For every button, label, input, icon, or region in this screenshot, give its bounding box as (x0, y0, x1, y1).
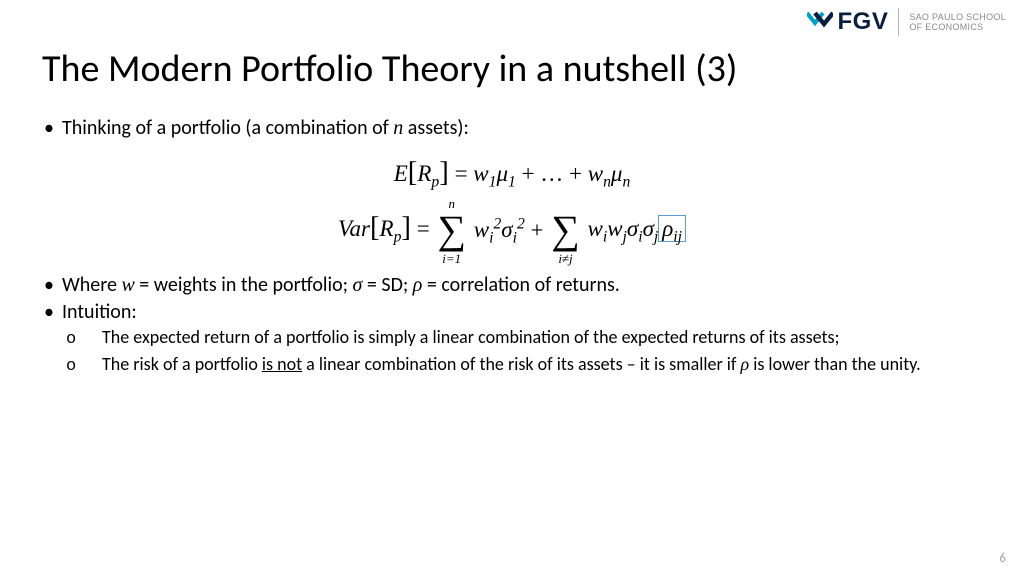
page-number: 6 (999, 551, 1006, 566)
bullet-1: Thinking of a portfolio (a combination o… (42, 116, 982, 141)
summation-2: ∑ i≠j (551, 210, 580, 251)
school-line-1: SAO PAULO SCHOOL (909, 12, 1006, 22)
bullet-3: Intuition: The expected return of a port… (42, 300, 982, 376)
school-name: SAO PAULO SCHOOL OF ECONOMICS (909, 12, 1006, 33)
bullet-2: Where w = weights in the portfolio; σ = … (42, 273, 982, 298)
summation-1: n ∑ i=1 (437, 210, 466, 251)
slide-content: Thinking of a portfolio (a combination o… (42, 116, 982, 380)
school-line-2: OF ECONOMICS (909, 22, 1006, 32)
equation-variance: Var[Rp] = n ∑ i=1 wi2σi2 + ∑ i≠j wiwjσiσ… (42, 210, 982, 251)
bullet-list: Thinking of a portfolio (a combination o… (42, 116, 982, 141)
equation-expected-return: E[Rp] = w1μ1 + … + wnμn (42, 155, 982, 192)
sub-bullet-2: The risk of a portfolio is not a linear … (84, 354, 982, 377)
fgv-chevron-icon (807, 11, 833, 33)
bullet-list-lower: Where w = weights in the portfolio; σ = … (42, 273, 982, 376)
logo-divider (898, 8, 899, 36)
sub-bullet-1: The expected return of a portfolio is si… (84, 327, 982, 350)
boxed-rho-term: ρij (658, 215, 686, 242)
sub-bullet-list: The expected return of a portfolio is si… (84, 327, 982, 376)
header-logo: FGV SAO PAULO SCHOOL OF ECONOMICS (807, 8, 1006, 36)
fgv-logo-text: FGV (837, 8, 888, 36)
slide-title: The Modern Portfolio Theory in a nutshel… (42, 46, 737, 92)
equation-block: E[Rp] = w1μ1 + … + wnμn Var[Rp] = n ∑ i=… (42, 155, 982, 251)
fgv-logo: FGV (807, 8, 888, 36)
